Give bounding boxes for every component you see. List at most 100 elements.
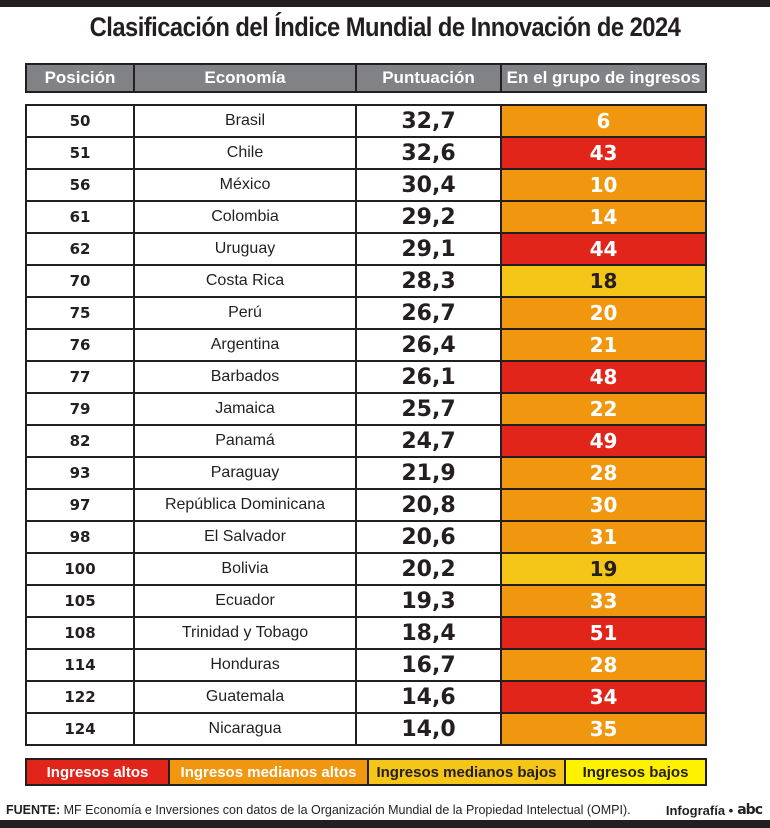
cell-puntuacion: 21,9	[357, 458, 502, 488]
cell-posicion: 82	[27, 426, 135, 456]
legend-item-ingresos-medianos-altos: Ingresos medianos altos	[170, 760, 369, 784]
cell-economia: México	[135, 170, 357, 200]
cell-posicion: 108	[27, 618, 135, 648]
cell-posicion: 77	[27, 362, 135, 392]
cell-grupo-ingresos: 51	[502, 618, 705, 648]
cell-economia: Ecuador	[135, 586, 357, 616]
table-row: 100 Bolivia 20,2 19	[27, 554, 705, 586]
cell-puntuacion: 28,3	[357, 266, 502, 296]
legend: Ingresos altos Ingresos medianos altos Ing…	[25, 758, 707, 786]
cell-grupo-ingresos: 20	[502, 298, 705, 328]
cell-economia: Nicaragua	[135, 714, 357, 744]
abc-logo: abc	[737, 802, 763, 818]
header-posicion: Posición	[27, 65, 135, 91]
cell-posicion: 76	[27, 330, 135, 360]
cell-grupo-ingresos: 28	[502, 650, 705, 680]
cell-grupo-ingresos: 31	[502, 522, 705, 552]
cell-grupo-ingresos: 49	[502, 426, 705, 456]
bottom-bar	[0, 820, 770, 828]
legend-item-ingresos-bajos: Ingresos bajos	[566, 760, 705, 784]
cell-posicion: 62	[27, 234, 135, 264]
cell-economia: Colombia	[135, 202, 357, 232]
header-grupo-ingresos: En el grupo de ingresos	[506, 68, 701, 87]
cell-economia: El Salvador	[135, 522, 357, 552]
table-row: 75 Perú 26,7 20	[27, 298, 705, 330]
table-row: 108 Trinidad y Tobago 18,4 51	[27, 618, 705, 650]
cell-posicion: 79	[27, 394, 135, 424]
cell-grupo-ingresos: 19	[502, 554, 705, 584]
table-row: 61 Colombia 29,2 14	[27, 202, 705, 234]
cell-economia: Argentina	[135, 330, 357, 360]
cell-posicion: 98	[27, 522, 135, 552]
table-row: 50 Brasil 32,7 6	[27, 106, 705, 138]
source-text: MF Economía e Inversiones con datos de l…	[60, 803, 631, 817]
cell-economia: Trinidad y Tobago	[135, 618, 357, 648]
cell-puntuacion: 26,4	[357, 330, 502, 360]
cell-puntuacion: 25,7	[357, 394, 502, 424]
cell-grupo-ingresos: 33	[502, 586, 705, 616]
cell-puntuacion: 20,6	[357, 522, 502, 552]
cell-puntuacion: 26,7	[357, 298, 502, 328]
cell-posicion: 97	[27, 490, 135, 520]
cell-economia: República Dominicana	[135, 490, 357, 520]
cell-puntuacion: 20,8	[357, 490, 502, 520]
ranking-table: 50 Brasil 32,7 6 51 Chile 32,6 43 56 México 30,4 10…	[25, 104, 707, 746]
cell-puntuacion: 20,2	[357, 554, 502, 584]
cell-posicion: 50	[27, 106, 135, 136]
cell-posicion: 122	[27, 682, 135, 712]
cell-posicion: 56	[27, 170, 135, 200]
table-row: 76 Argentina 26,4 21	[27, 330, 705, 362]
cell-puntuacion: 29,1	[357, 234, 502, 264]
page-title: Clasificación del Índice Mundial de Inno…	[89, 12, 681, 42]
table-row: 56 México 30,4 10	[27, 170, 705, 202]
cell-puntuacion: 19,3	[357, 586, 502, 616]
table-row: 105 Ecuador 19,3 33	[27, 586, 705, 618]
table-row: 98 El Salvador 20,6 31	[27, 522, 705, 554]
cell-economia: Costa Rica	[135, 266, 357, 296]
cell-puntuacion: 14,6	[357, 682, 502, 712]
cell-posicion: 93	[27, 458, 135, 488]
table-row: 82 Panamá 24,7 49	[27, 426, 705, 458]
cell-grupo-ingresos: 34	[502, 682, 705, 712]
cell-grupo-ingresos: 48	[502, 362, 705, 392]
cell-puntuacion: 26,1	[357, 362, 502, 392]
table-row: 77 Barbados 26,1 48	[27, 362, 705, 394]
cell-posicion: 114	[27, 650, 135, 680]
cell-economia: Panamá	[135, 426, 357, 456]
table-row: 93 Paraguay 21,9 28	[27, 458, 705, 490]
header-economia: Economía	[135, 65, 357, 91]
cell-economia: Uruguay	[135, 234, 357, 264]
table-header: Posición Economía Puntuación En el grupo…	[25, 63, 707, 93]
cell-economia: Perú	[135, 298, 357, 328]
cell-posicion: 51	[27, 138, 135, 168]
table-row: 62 Uruguay 29,1 44	[27, 234, 705, 266]
cell-economia: Guatemala	[135, 682, 357, 712]
table-row: 79 Jamaica 25,7 22	[27, 394, 705, 426]
cell-posicion: 105	[27, 586, 135, 616]
top-bar	[0, 0, 770, 7]
cell-grupo-ingresos: 21	[502, 330, 705, 360]
cell-grupo-ingresos: 14	[502, 202, 705, 232]
credit: Infografía • abc	[665, 802, 763, 818]
cell-puntuacion: 30,4	[357, 170, 502, 200]
cell-puntuacion: 14,0	[357, 714, 502, 744]
source-note: FUENTE: MF Economía e Inversiones con da…	[6, 803, 631, 817]
cell-economia: Honduras	[135, 650, 357, 680]
credit-text: Infografía •	[665, 802, 734, 818]
legend-item-ingresos-altos: Ingresos altos	[27, 760, 170, 784]
cell-posicion: 124	[27, 714, 135, 744]
cell-grupo-ingresos: 35	[502, 714, 705, 744]
cell-puntuacion: 29,2	[357, 202, 502, 232]
cell-economia: Paraguay	[135, 458, 357, 488]
cell-grupo-ingresos: 10	[502, 170, 705, 200]
cell-posicion: 75	[27, 298, 135, 328]
table-row: 51 Chile 32,6 43	[27, 138, 705, 170]
cell-posicion: 100	[27, 554, 135, 584]
table-row: 124 Nicaragua 14,0 35	[27, 714, 705, 744]
cell-economia: Bolivia	[135, 554, 357, 584]
source-label: FUENTE:	[6, 803, 61, 817]
cell-posicion: 70	[27, 266, 135, 296]
cell-economia: Jamaica	[135, 394, 357, 424]
cell-puntuacion: 16,7	[357, 650, 502, 680]
header-puntuacion: Puntuación	[357, 65, 502, 91]
